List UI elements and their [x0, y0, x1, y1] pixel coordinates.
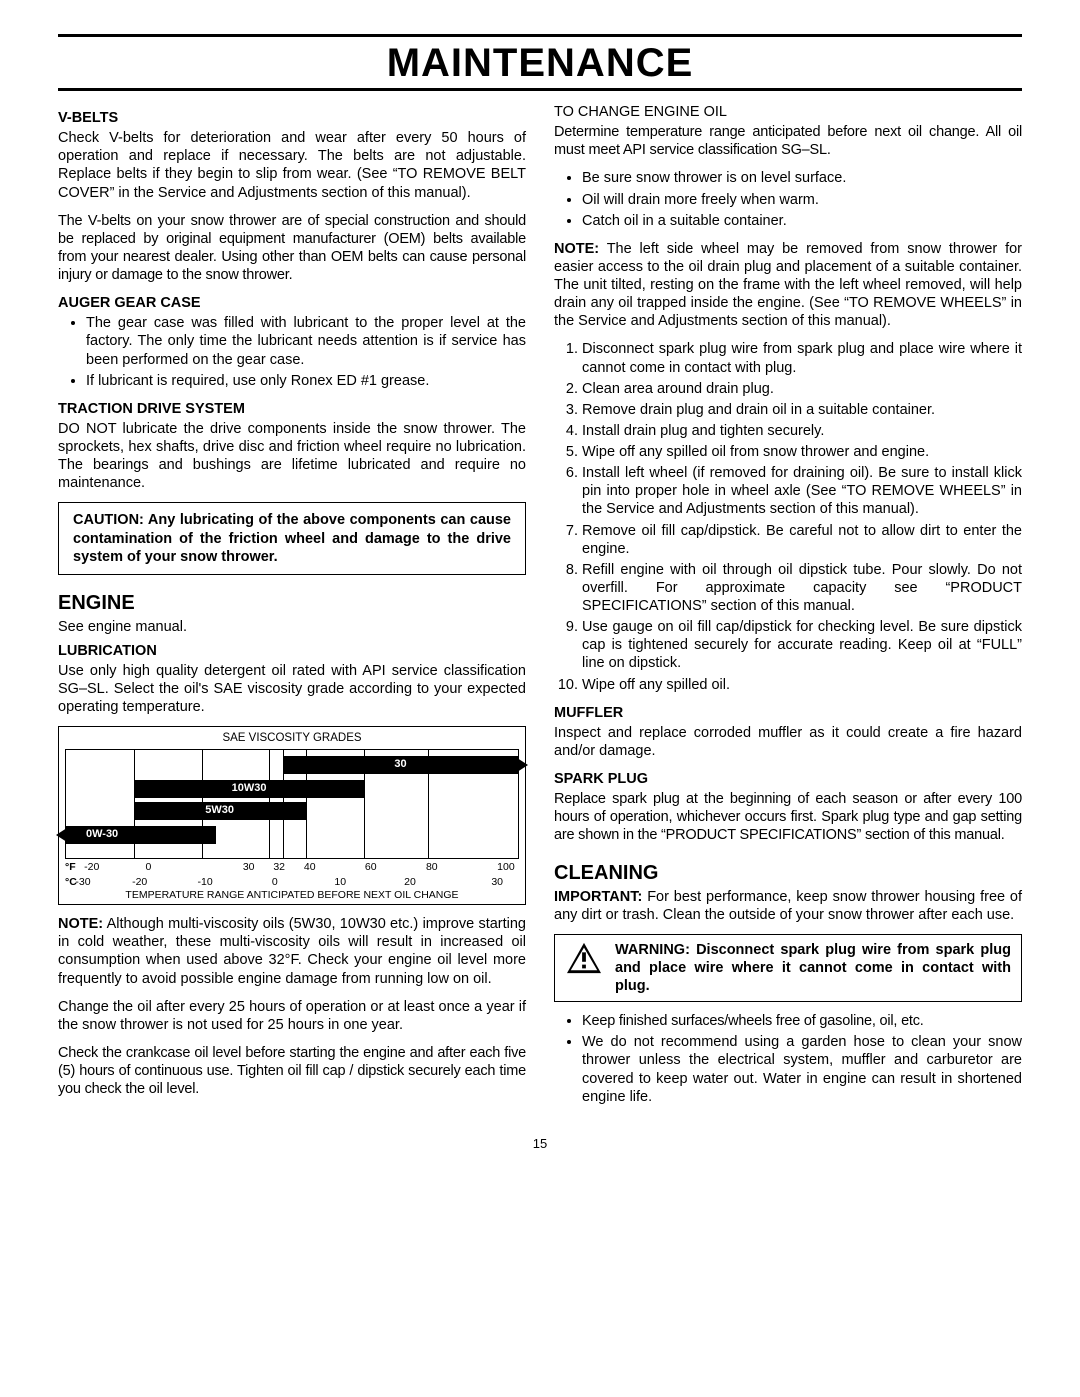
sae-chart: SAE VISCOSITY GRADES 30 10W30 5W30 0W-30 °F…	[58, 726, 526, 905]
title-underline	[58, 88, 1022, 91]
c-scale: -30-20-100102030	[83, 876, 519, 888]
columns: V-BELTS Check V-belts for deterioration …	[58, 103, 1022, 1116]
cleaning-bullets: Keep finished surfaces/wheels free of ga…	[554, 1012, 1022, 1106]
viscosity-bar: 0W-30	[66, 826, 216, 844]
cleaning-p: IMPORTANT: For best performance, keep sn…	[554, 888, 1022, 924]
vbelts-p1: Check V-belts for deterioration and wear…	[58, 129, 526, 202]
list-item: Be sure snow thrower is on level surface…	[582, 169, 1022, 187]
lubrication-p: Use only high quality detergent oil rate…	[58, 662, 526, 716]
list-item: Disconnect spark plug wire from spark pl…	[582, 340, 1022, 376]
list-item: Oil will drain more freely when warm.	[582, 191, 1022, 209]
warning-text: WARNING: Disconnect spark plug wire from…	[615, 941, 1011, 995]
oil-steps: Disconnect spark plug wire from spark pl…	[554, 340, 1022, 693]
spark-p: Replace spark plug at the beginning of e…	[554, 790, 1022, 844]
engine-heading: ENGINE	[58, 591, 526, 616]
list-item: Remove oil fill cap/dipstick. Be careful…	[582, 522, 1022, 558]
crank-p: Check the crankcase oil level before sta…	[58, 1044, 526, 1098]
traction-heading: TRACTION DRIVE SYSTEM	[58, 400, 526, 418]
list-item: Keep finished surfaces/wheels free of ga…	[582, 1012, 1022, 1030]
lubrication-heading: LUBRICATION	[58, 642, 526, 660]
list-item: Clean area around drain plug.	[582, 380, 1022, 398]
traction-p: DO NOT lubricate the drive components in…	[58, 420, 526, 493]
list-item: Wipe off any spilled oil.	[582, 676, 1022, 694]
warning-icon	[565, 941, 603, 980]
change-oil-p1: Determine temperature range anticipated …	[554, 123, 1022, 159]
list-item: Remove drain plug and drain oil in a sui…	[582, 401, 1022, 419]
engine-p: See engine manual.	[58, 618, 526, 636]
vbelts-p2: The V-belts on your snow thrower are of …	[58, 212, 526, 285]
vbelts-heading: V-BELTS	[58, 109, 526, 127]
caution-box: CAUTION: Any lubricating of the above co…	[58, 502, 526, 574]
note-text: Although multi-viscosity oils (5W30, 10W…	[58, 916, 526, 986]
list-item: We do not recommend using a garden hose …	[582, 1033, 1022, 1106]
list-item: If lubricant is required, use only Ronex…	[86, 372, 526, 390]
list-item: Catch oil in a suitable container.	[582, 212, 1022, 230]
right-note: NOTE: The left side wheel may be removed…	[554, 240, 1022, 331]
page-title: MAINTENANCE	[58, 41, 1022, 86]
right-note-text: The left side wheel may be removed from …	[554, 241, 1022, 330]
muffler-p: Inspect and replace corroded muffler as …	[554, 724, 1022, 760]
warning-box: WARNING: Disconnect spark plug wire from…	[554, 934, 1022, 1002]
f-label: °F	[65, 861, 83, 874]
muffler-heading: MUFFLER	[554, 704, 1022, 722]
auger-heading: AUGER GEAR CASE	[58, 294, 526, 312]
viscosity-bar: 10W30	[134, 780, 365, 798]
list-item: The gear case was filled with lubricant …	[86, 314, 526, 368]
note-p: NOTE: Although multi-viscosity oils (5W3…	[58, 915, 526, 988]
chart-footer: TEMPERATURE RANGE ANTICIPATED BEFORE NEX…	[65, 889, 519, 902]
change-p: Change the oil after every 25 hours of o…	[58, 998, 526, 1034]
list-item: Install left wheel (if removed for drain…	[582, 464, 1022, 518]
left-column: V-BELTS Check V-belts for deterioration …	[58, 103, 526, 1116]
page-number: 15	[58, 1136, 1022, 1151]
spark-heading: SPARK PLUG	[554, 770, 1022, 788]
f-scale: -2003032406080100	[83, 861, 519, 873]
auger-list: The gear case was filled with lubricant …	[58, 314, 526, 390]
f-scale-row: °F -2003032406080100	[65, 861, 519, 874]
viscosity-bar: 30	[283, 756, 518, 774]
viscosity-bar: 5W30	[134, 802, 306, 820]
chart-title: SAE VISCOSITY GRADES	[65, 731, 519, 745]
chart-body: 30 10W30 5W30 0W-30	[65, 749, 519, 859]
page: MAINTENANCE V-BELTS Check V-belts for de…	[0, 0, 1080, 1171]
list-item: Use gauge on oil fill cap/dipstick for c…	[582, 618, 1022, 672]
top-rule	[58, 34, 1022, 37]
list-item: Wipe off any spilled oil from snow throw…	[582, 443, 1022, 461]
list-item: Install drain plug and tighten securely.	[582, 422, 1022, 440]
change-bullets: Be sure snow thrower is on level surface…	[554, 169, 1022, 229]
cleaning-heading: CLEANING	[554, 861, 1022, 886]
change-oil-heading: TO CHANGE ENGINE OIL	[554, 103, 1022, 121]
list-item: Refill engine with oil through oil dipst…	[582, 561, 1022, 615]
c-scale-row: °C -30-20-100102030	[65, 876, 519, 889]
right-column: TO CHANGE ENGINE OIL Determine temperatu…	[554, 103, 1022, 1116]
